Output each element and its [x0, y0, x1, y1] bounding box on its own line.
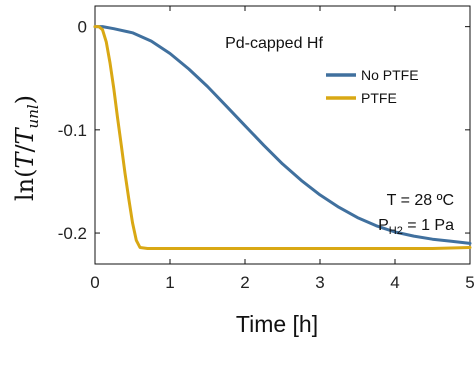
plot-area [94, 5, 471, 265]
plot-frame [94, 5, 471, 265]
x-tick-label: 0 [90, 273, 99, 292]
y-tick-label: -0.2 [58, 224, 87, 243]
annotation-pressure: PH2 = 1 Pa [378, 217, 454, 237]
y-axis-title: ln(T/Tunl) [11, 95, 42, 201]
x-axis-title: Time [h] [236, 311, 318, 337]
series-layer [93, 25, 472, 250]
legend-label-no-ptfe: No PTFE [361, 67, 419, 83]
x-tick-label: 1 [165, 273, 174, 292]
legend-label-ptfe: PTFE [361, 90, 397, 106]
x-tick-label: 5 [465, 273, 474, 292]
series-line-no-ptfe [93, 25, 472, 245]
x-tick-label: 2 [240, 273, 249, 292]
y-tick-label: 0 [78, 18, 87, 37]
x-tick-label: 3 [315, 273, 324, 292]
annotation-temperature: T = 28 ºC [387, 192, 454, 209]
y-tick-label: -0.1 [58, 121, 87, 140]
x-tick-label: 4 [390, 273, 399, 292]
series-line-ptfe [93, 25, 472, 250]
legend: No PTFE PTFE [326, 67, 419, 106]
tick-labels: 0 1 2 3 4 5 0 -0.1 -0.2 [58, 18, 475, 292]
chart-title: Pd-capped Hf [225, 35, 323, 52]
